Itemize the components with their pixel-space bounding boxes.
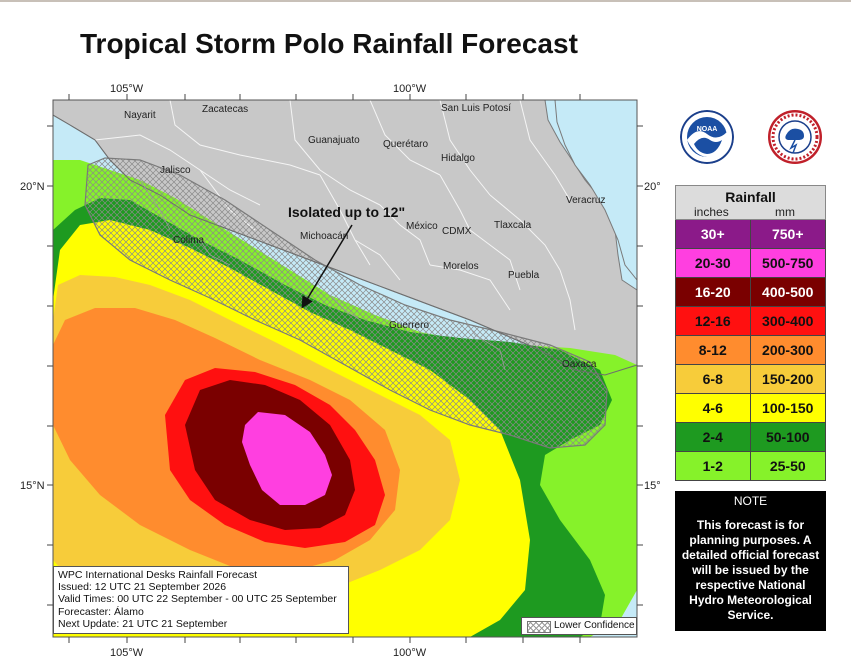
legend-row: 4-6 100-150 — [675, 394, 826, 423]
place-guerrero: Guerrero — [389, 320, 429, 331]
legend-inches-label: inches — [694, 205, 729, 219]
legend-row: 20-30 500-750 — [675, 249, 826, 278]
state-borders-overlay — [139, 179, 506, 371]
legend-inches-value: 1-2 — [676, 452, 751, 480]
national-weather-service-logo — [768, 110, 822, 164]
info-line-valid-times: Valid Times: 00 UTC 22 September - 00 UT… — [58, 593, 337, 606]
legend-mm-value: 50-100 — [765, 429, 810, 445]
place-nayarit: Nayarit — [124, 110, 156, 121]
place-queretaro: Querétaro — [383, 139, 428, 150]
legend-mm-label: mm — [775, 205, 795, 219]
legend-header: Rainfall inches mm — [675, 185, 826, 220]
legend-mm-value: 100-150 — [762, 400, 814, 416]
place-cdmx: CDMX — [442, 226, 472, 237]
axis-label-top-105w: 105°W — [110, 83, 144, 95]
place-zacatecas: Zacatecas — [202, 104, 248, 115]
place-colima: Colima — [173, 235, 205, 246]
info-line-issued: Issued: 12 UTC 21 September 2026 — [58, 581, 227, 594]
legend-mm-value: 300-400 — [762, 313, 814, 329]
legend-inches-value: 8-12 — [676, 336, 751, 364]
legend-row: 8-12 200-300 — [675, 336, 826, 365]
lower-confidence-key: Lower Confidence — [521, 617, 637, 635]
isolated-annotation: Isolated up to 12" — [288, 204, 405, 220]
rainfall-map: 105°W 100°W 105°W 100°W 20°N 15°N 20°N 1… — [0, 80, 660, 660]
svg-text:NOAA: NOAA — [697, 126, 718, 133]
place-guanajuato: Guanajuato — [308, 135, 360, 146]
page-title: Tropical Storm Polo Rainfall Forecast — [80, 28, 578, 59]
legend-row: 2-4 50-100 — [675, 423, 826, 452]
legend-inches-value: 20-30 — [676, 249, 751, 277]
gulf-of-mexico — [554, 100, 637, 281]
noaa-logo: NOAA — [680, 110, 734, 164]
axis-label-bottom-100w: 100°W — [393, 647, 427, 659]
legend-inches-value: 6-8 — [676, 365, 751, 393]
info-line-next-update: Next Update: 21 UTC 21 September — [58, 617, 228, 630]
place-morelos: Morelos — [443, 261, 479, 272]
info-line-source: WPC International Desks Rainfall Forecas… — [58, 569, 257, 581]
axis-label-left-15n: 15°N — [20, 480, 45, 492]
place-jalisco: Jalisco — [160, 165, 191, 176]
coastline — [53, 114, 637, 376]
legend-inches-value: 30+ — [676, 220, 751, 248]
place-puebla: Puebla — [508, 270, 540, 281]
rain-band-20-30in — [242, 412, 332, 505]
legend-inches-value: 16-20 — [676, 278, 751, 306]
legend-row: 30+ 750+ — [675, 220, 826, 249]
axis-label-top-100w: 100°W — [393, 83, 427, 95]
place-tlaxcala: Tlaxcala — [494, 220, 532, 231]
legend-mm-value: 200-300 — [762, 342, 814, 358]
legend-mm-value: 150-200 — [762, 371, 814, 387]
legend-row: 12-16 300-400 — [675, 307, 826, 336]
forecast-info-box: WPC International Desks Rainfall Forecas… — [53, 566, 349, 634]
note-box: NOTE This forecast is for planning purpo… — [675, 491, 826, 631]
legend-row: 1-2 25-50 — [675, 452, 826, 481]
axis-ticks — [47, 94, 643, 643]
axis-label-right-20n: 20°N — [644, 181, 660, 193]
note-body: This forecast is for planning purposes. … — [681, 518, 820, 622]
lower-confidence-label: Lower Confidence — [554, 620, 635, 631]
place-san-luis-potosi: San Luis Potosí — [441, 103, 511, 114]
place-mexico: México — [406, 221, 438, 232]
legend-inches-value: 2-4 — [676, 423, 751, 451]
place-oaxaca: Oaxaca — [562, 359, 597, 370]
legend-mm-value: 500-750 — [762, 255, 814, 271]
legend-inches-value: 4-6 — [676, 394, 751, 422]
axis-label-right-15n: 15°N — [644, 480, 660, 492]
top-divider — [0, 0, 851, 2]
legend-inches-value: 12-16 — [676, 307, 751, 335]
legend-row: 16-20 400-500 — [675, 278, 826, 307]
axis-label-bottom-105w: 105°W — [110, 647, 144, 659]
legend-mm-value: 750+ — [771, 226, 804, 242]
note-title: NOTE — [733, 494, 768, 508]
map-frame — [52, 99, 638, 638]
axis-label-left-20n: 20°N — [20, 181, 45, 193]
place-michoacan: Michoacán — [300, 231, 348, 242]
place-hidalgo: Hidalgo — [441, 153, 475, 164]
lower-confidence-area — [84, 157, 608, 449]
annotation-arrow — [301, 224, 353, 309]
place-veracruz: Veracruz — [566, 195, 605, 206]
info-line-forecaster: Forecaster: Álamo — [58, 605, 144, 618]
rainfall-legend: Rainfall inches mm 30+ 750+ 20-30 500-750 16… — [675, 185, 826, 481]
hatch-swatch — [527, 621, 551, 633]
legend-mm-value: 400-500 — [762, 284, 814, 300]
legend-title: Rainfall — [725, 189, 776, 205]
legend-row: 6-8 150-200 — [675, 365, 826, 394]
legend-mm-value: 25-50 — [769, 458, 806, 474]
